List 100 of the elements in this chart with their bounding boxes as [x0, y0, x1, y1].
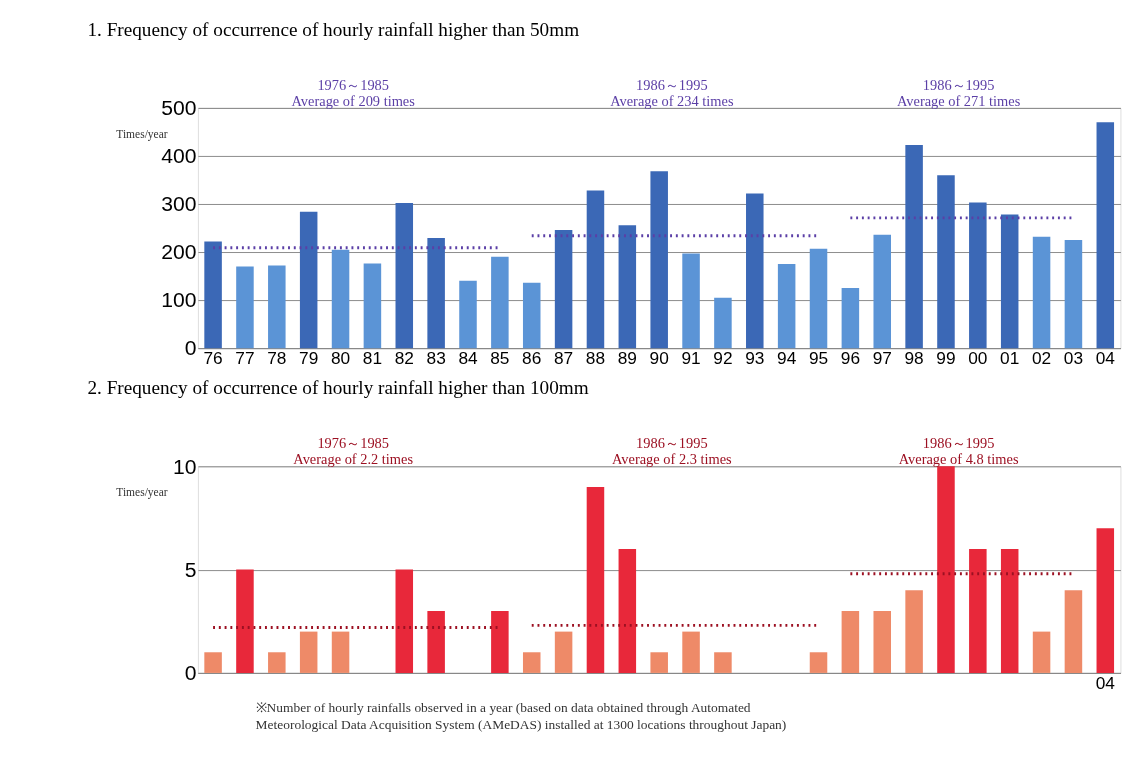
x-tick-label: 78: [267, 347, 287, 368]
x-tick-label: 85: [490, 347, 510, 368]
annotation: 1976～1985 Average of 2.2 times: [293, 435, 414, 468]
bar: [427, 238, 445, 349]
bar: [427, 610, 445, 673]
x-tick-label: 90: [649, 347, 669, 368]
x-tick-label: 00: [968, 347, 988, 368]
x-tick-label: 04: [1095, 672, 1116, 693]
x-tick-label: 86: [522, 347, 542, 368]
bar: [586, 190, 605, 349]
bar: [650, 171, 668, 349]
bar: [1032, 236, 1051, 349]
y-tick-label: 5: [184, 557, 197, 581]
bar: [937, 466, 955, 673]
bar: [1032, 631, 1051, 673]
bar: [714, 297, 732, 349]
x-tick-label: 88: [585, 347, 606, 368]
y-tick-label: 100: [161, 288, 197, 312]
bar: [236, 569, 254, 673]
bar: [714, 652, 732, 673]
bar: [522, 282, 541, 349]
bar: [841, 610, 860, 673]
x-tick-label: 92: [713, 347, 733, 368]
bar: [873, 234, 891, 349]
bar: [459, 280, 477, 349]
y-tick-label: 500: [161, 96, 197, 120]
bar: [268, 652, 286, 673]
bar: [1096, 528, 1115, 673]
x-tick-label: 02: [1031, 347, 1052, 368]
annotation: 1986～1995 Average of 2.3 times: [611, 435, 733, 468]
bar: [1096, 122, 1115, 349]
y-tick-label: 300: [161, 192, 197, 216]
bar: [905, 144, 923, 349]
bar: [873, 610, 891, 673]
bar: [1064, 240, 1083, 349]
x-tick-label: 01: [1000, 347, 1020, 368]
bar: [554, 229, 573, 349]
x-tick-label: 94: [777, 347, 797, 368]
bar: [395, 569, 414, 673]
bar: [746, 193, 764, 349]
x-tick-label: 87: [553, 347, 574, 368]
bar: [650, 652, 668, 673]
y-axis-title: Times/year: [116, 486, 168, 500]
bar: [682, 253, 700, 349]
bar: [236, 266, 254, 349]
x-tick-label: 89: [617, 347, 637, 368]
bar: [809, 652, 828, 673]
y-tick-label: 10: [173, 454, 197, 478]
bar: [586, 486, 605, 673]
annotation: 1976～1985 Average of 209 times: [291, 76, 416, 109]
bar: [618, 225, 637, 349]
bar: [554, 631, 573, 673]
x-tick-label: 98: [904, 347, 924, 368]
bar: [1000, 548, 1019, 673]
chart-title: 1. Frequency of occurrence of hourly rainfall higher than 50mm: [87, 18, 580, 40]
x-tick-label: 99: [936, 347, 956, 368]
x-tick-label: 79: [299, 347, 319, 368]
bar: [969, 202, 987, 349]
x-tick-label: 04: [1095, 347, 1116, 368]
bar: [522, 652, 541, 673]
bar: [937, 175, 955, 349]
bar: [1000, 214, 1019, 349]
x-tick-label: 77: [235, 347, 255, 368]
x-tick-label: 84: [458, 347, 478, 368]
annotation: 1986～1995 Average of 234 times: [610, 76, 734, 109]
x-tick-label: 96: [840, 347, 860, 368]
y-tick-label: 0: [184, 661, 197, 685]
x-tick-label: 91: [681, 347, 701, 368]
bar: [777, 264, 796, 349]
y-tick-label: 200: [161, 240, 197, 264]
bar: [491, 256, 509, 349]
bar: [204, 652, 222, 673]
bar: [491, 610, 509, 673]
bar: [204, 241, 222, 349]
x-tick-label: 80: [330, 347, 351, 368]
bar: [809, 248, 828, 349]
bar: [331, 631, 350, 673]
x-tick-label: 83: [426, 347, 446, 368]
y-tick-label: 400: [161, 144, 197, 168]
x-tick-label: 82: [394, 347, 414, 368]
x-tick-label: 93: [745, 347, 765, 368]
bar: [618, 548, 637, 673]
annotation: 1986～1995 Average of 4.8 times: [898, 435, 1019, 468]
text: ※Number of hourly rainfalls observed in a year (based on data obtained through Automated Meteorological Data Acquisition System (AMeDAS) installed at 1300 locations throughout Japan): [255, 700, 787, 732]
bar: [682, 631, 700, 673]
y-tick-label: 0: [184, 336, 197, 360]
x-tick-label: 97: [872, 347, 892, 368]
bar: [969, 548, 987, 673]
bar: [331, 249, 350, 349]
bar: [299, 631, 318, 673]
y-axis-title: Times/year: [116, 127, 168, 141]
bar: [363, 263, 382, 349]
bar: [1064, 590, 1083, 673]
bar: [841, 288, 860, 349]
x-tick-label: 95: [808, 347, 829, 368]
bar: [905, 590, 923, 673]
x-tick-label: 03: [1063, 347, 1084, 368]
bar: [299, 211, 318, 349]
bar: [268, 265, 286, 349]
x-tick-label: 76: [203, 347, 223, 368]
